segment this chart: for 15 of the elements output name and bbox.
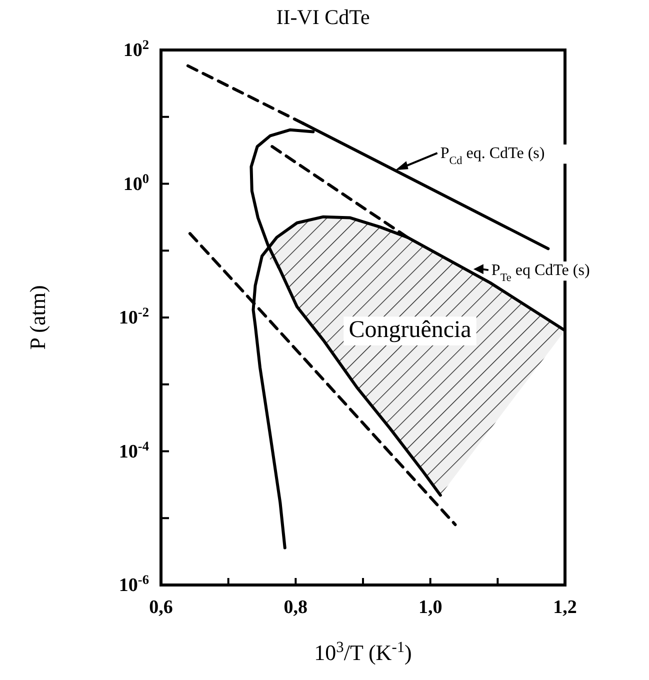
annotation: P$_{Cd}$ eq. CdTe (s)	[440, 145, 545, 168]
y-tick-label: 10$^{-2}$	[118, 304, 150, 328]
x-tick-label: 0,6	[149, 597, 173, 618]
x-tick-label: 1,0	[418, 597, 442, 618]
y-tick-label: 10$^{2}$	[123, 36, 150, 61]
y-tick-label: 10$^{-4}$	[118, 438, 150, 462]
y-tick-label: 10$^{-6}$	[118, 572, 150, 596]
annotation: P$_{Te}$ eq CdTe (s)	[491, 262, 590, 284]
y-tick-label: 10$^{0}$	[123, 170, 150, 195]
x-tick-label: 0,8	[284, 597, 308, 618]
x-tick-label: 1,2	[553, 597, 577, 618]
annotation: Congruência	[348, 317, 472, 343]
chart-title: II-VI CdTe	[276, 5, 370, 29]
y-axis-title: P (atm)	[25, 285, 50, 350]
x-axis-title: 10$^{3}$/T (K$^{-1}$)	[314, 638, 412, 665]
